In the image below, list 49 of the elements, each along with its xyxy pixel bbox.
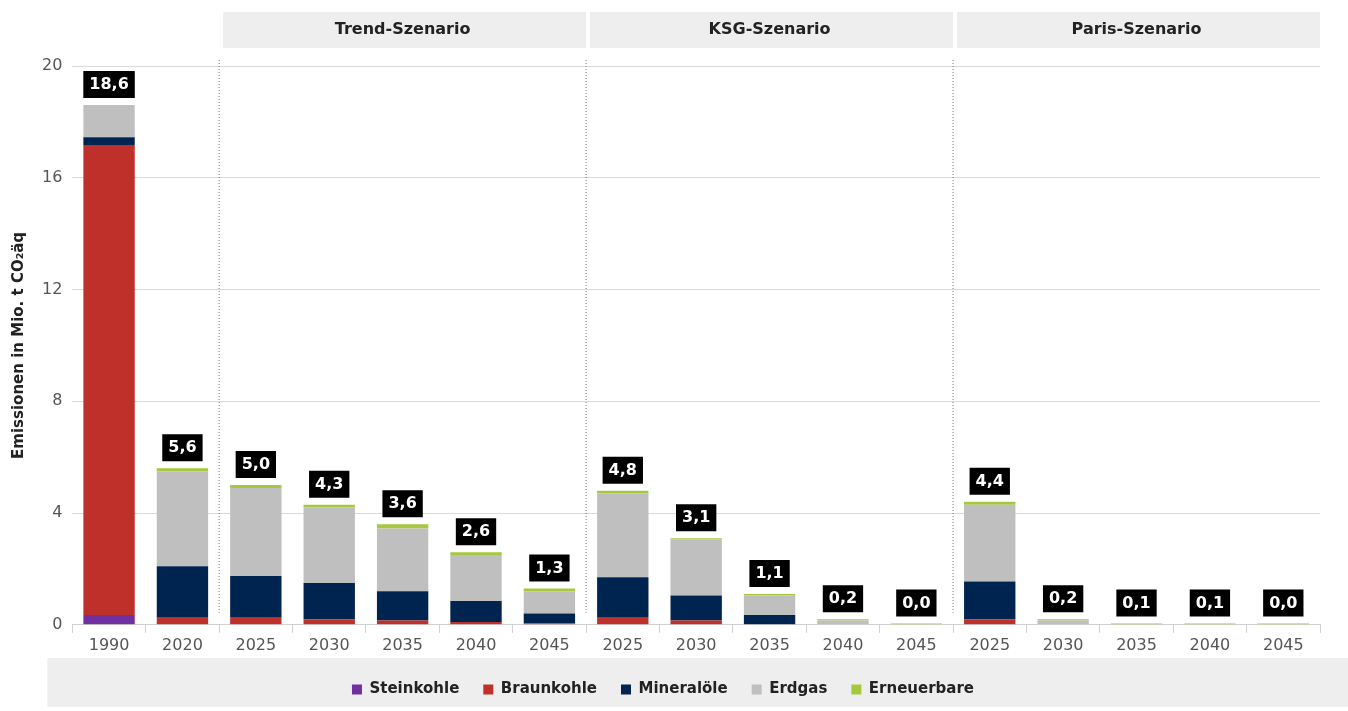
x-tick-label: 2045 — [1262, 634, 1304, 654]
total-label: 4,8 — [608, 459, 637, 479]
x-tick-label: 2035 — [1116, 634, 1157, 654]
total-label: 5,6 — [168, 437, 197, 457]
total-label: 0,1 — [1195, 592, 1225, 612]
total-label: 1,3 — [535, 557, 564, 577]
x-tick-label: 2035 — [749, 634, 790, 654]
total-label: 0,1 — [1122, 592, 1151, 612]
total-label: 0,0 — [902, 592, 931, 612]
total-label: 0,2 — [828, 588, 858, 608]
total-label: 5,0 — [241, 454, 271, 474]
y-tick-label: 20 — [42, 55, 63, 75]
y-tick-label: 4 — [52, 502, 63, 522]
text: KSG-Szenario — [708, 19, 831, 39]
legend-label: Erneuerbare — [868, 679, 975, 698]
total-label: 4,3 — [315, 473, 344, 493]
text: Paris-Szenario — [1071, 19, 1202, 39]
x-tick-label: 2025 — [235, 634, 277, 654]
x-tick-label: 2045 — [529, 634, 570, 654]
total-label: 2,6 — [461, 521, 491, 541]
y-tick-label: 12 — [42, 278, 63, 298]
x-tick-label: 2040 — [1189, 634, 1231, 654]
x-tick-label: 2030 — [675, 634, 717, 654]
legend-label: Steinkohle — [369, 679, 460, 698]
legend-label: Mineralöle — [638, 679, 728, 698]
total-label: 0,2 — [1048, 588, 1078, 608]
y-tick-label: 16 — [42, 166, 63, 186]
x-tick-label: 2030 — [1042, 634, 1084, 654]
x-tick-label: 2040 — [455, 634, 497, 654]
x-tick-label: 2025 — [602, 634, 644, 654]
x-tick-label: 1990 — [88, 634, 130, 654]
text: Trend-Szenario — [334, 19, 471, 39]
x-tick-label: 2020 — [162, 634, 203, 654]
legend-label: Braunkohle — [500, 679, 597, 698]
x-tick-label: 2030 — [308, 634, 350, 654]
total-label: 1,1 — [755, 563, 784, 583]
total-label: 0,0 — [1269, 592, 1298, 612]
total-label: 3,1 — [682, 507, 711, 527]
total-label: 3,6 — [388, 493, 417, 513]
y-tick-label: 0 — [52, 613, 63, 633]
x-tick-label: 2025 — [969, 634, 1011, 654]
y-axis-title: Emissionen in Mio. t CO₂äq — [8, 231, 27, 459]
y-tick-label: 8 — [52, 390, 63, 410]
total-label: 18,6 — [89, 74, 129, 94]
total-label: 4,4 — [975, 471, 1004, 491]
legend-label: Erdgas — [769, 679, 828, 698]
x-tick-label: 2040 — [822, 634, 864, 654]
x-tick-label: 2035 — [382, 634, 423, 654]
x-tick-label: 2045 — [895, 634, 937, 654]
